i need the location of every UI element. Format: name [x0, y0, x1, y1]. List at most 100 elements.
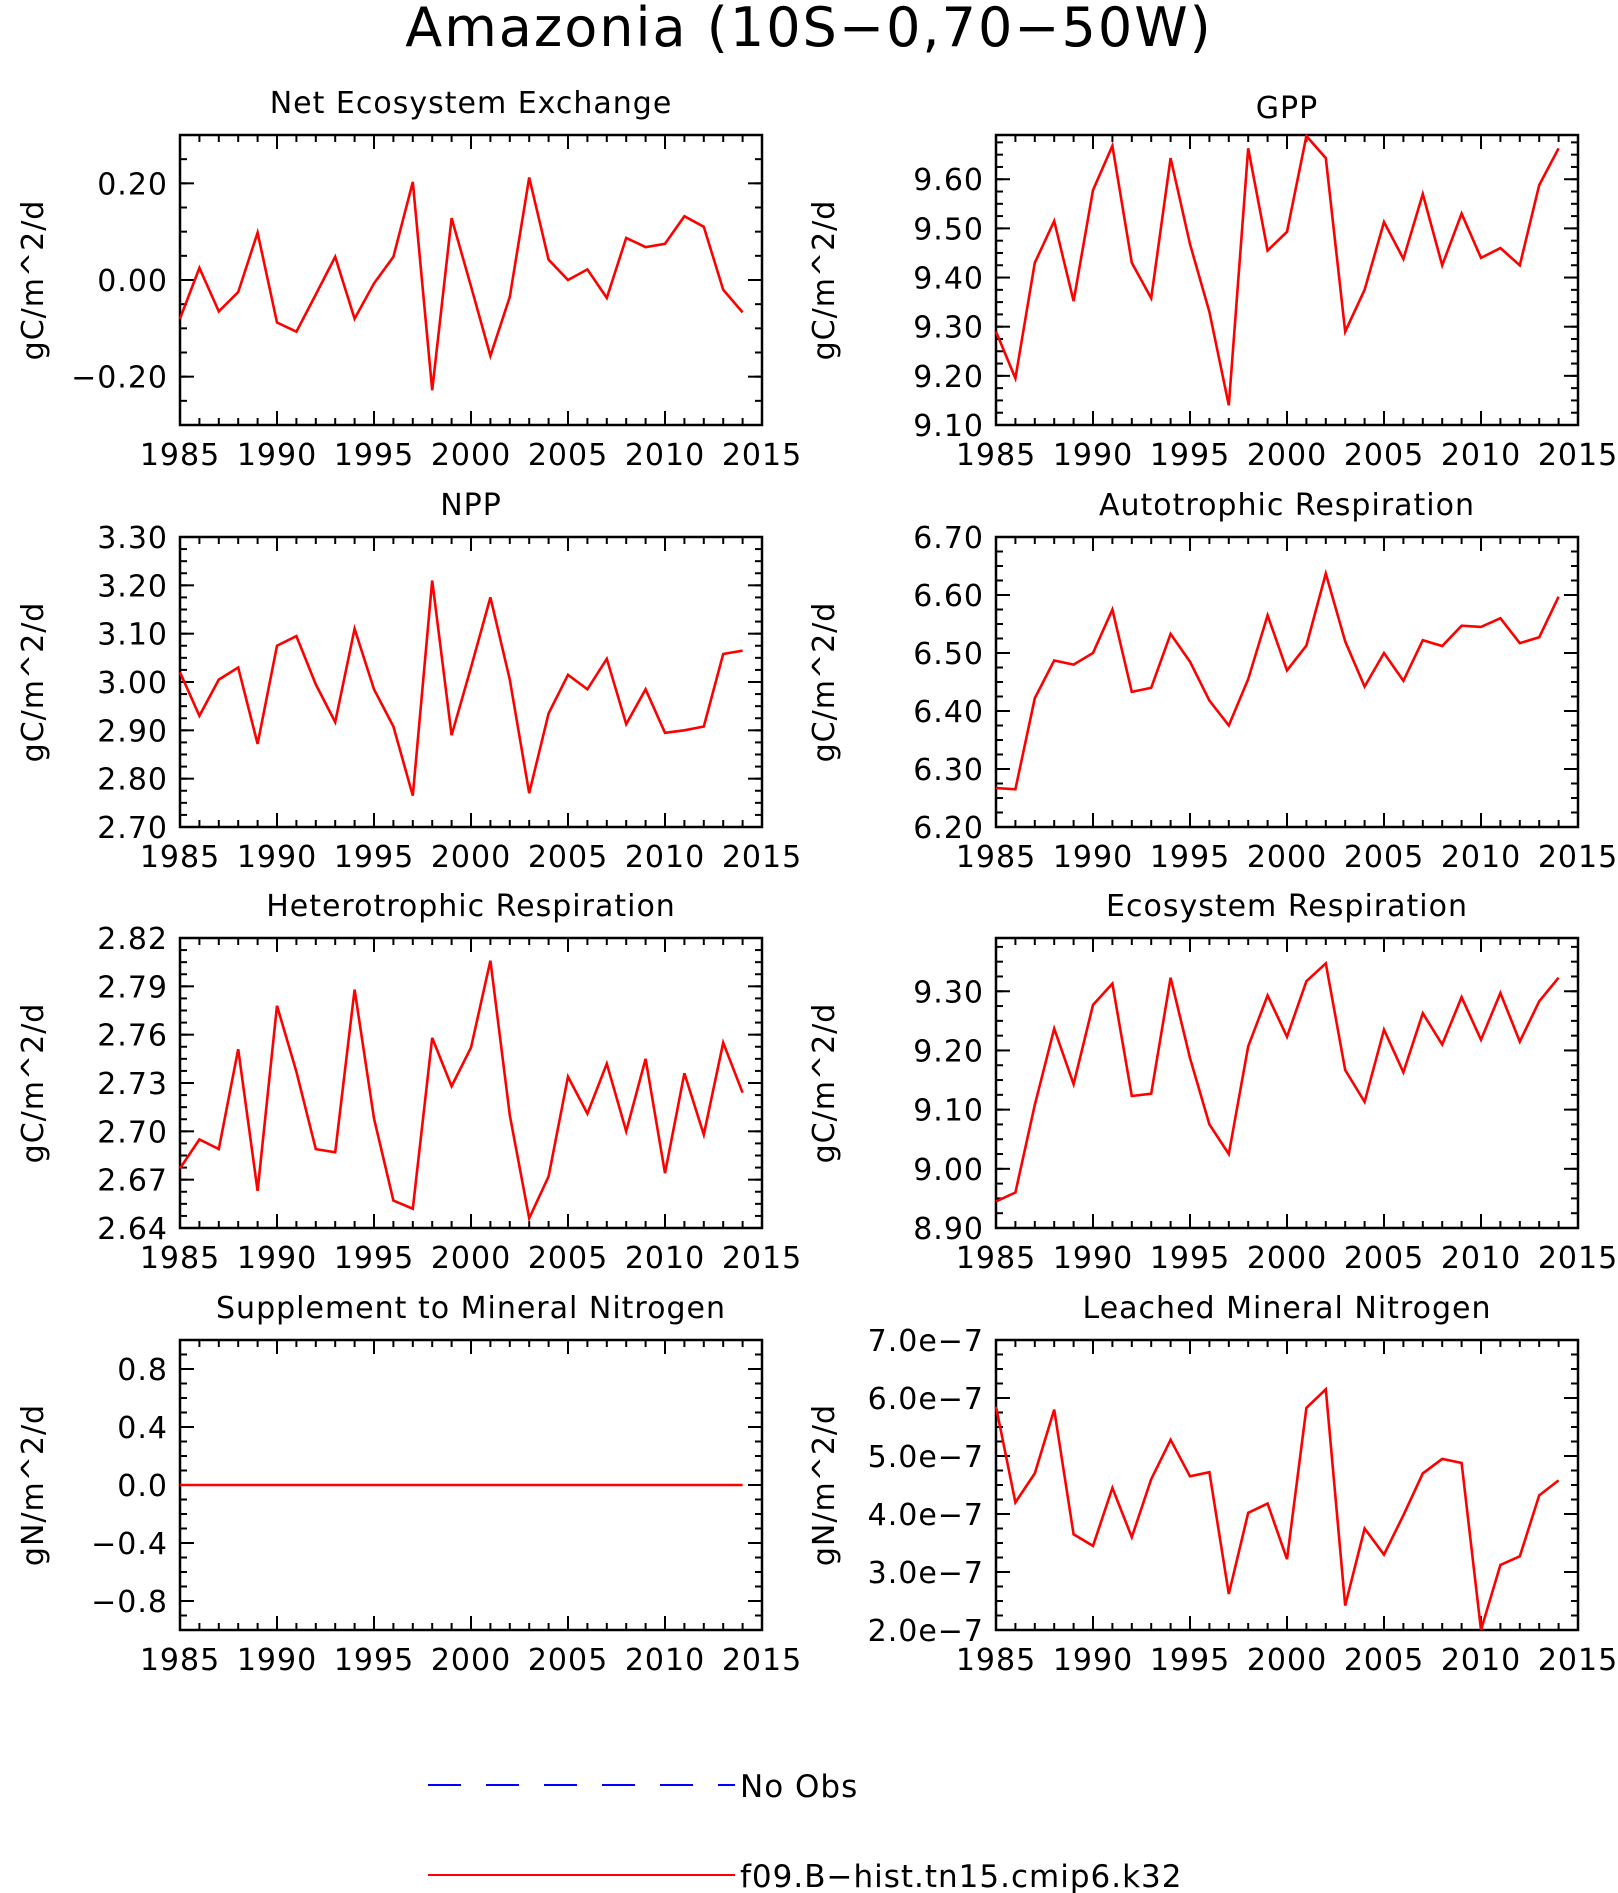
- x-tick-label: 2015: [722, 438, 802, 473]
- plot-frame: [178, 936, 764, 1230]
- y-tick-label: 2.70: [97, 811, 168, 846]
- plot-frame: [994, 535, 1580, 829]
- y-tick-label: 6.0e−7: [868, 1382, 984, 1417]
- series-line: [995, 568, 1560, 791]
- plot-frame: [994, 133, 1580, 427]
- x-tick-label: 2005: [1344, 438, 1424, 473]
- x-tick-label: 2005: [1344, 1241, 1424, 1276]
- panel-5: Heterotrophic Respiration 1985 1990 1995 200…: [16, 889, 802, 1276]
- y-tick-label: 9.60: [913, 163, 984, 198]
- y-tick-label: 6.60: [913, 579, 984, 614]
- x-tick-label: 2005: [528, 438, 608, 473]
- x-tick-label: 2015: [722, 1241, 802, 1276]
- y-axis-label: gC/m^2/d: [807, 200, 842, 361]
- y-axis-label: gC/m^2/d: [807, 1003, 842, 1164]
- y-tick-label: 2.90: [97, 714, 168, 749]
- x-tick-label: 2010: [1441, 840, 1521, 875]
- y-tick-label: 9.20: [913, 1034, 984, 1069]
- x-tick-label: 2005: [1344, 840, 1424, 875]
- x-tick-label: 1995: [334, 1643, 414, 1678]
- legend-model-label: f09.B−hist.tn15.cmip6.k32: [740, 1859, 1183, 1893]
- x-tick-label: 2010: [1441, 1643, 1521, 1678]
- y-tick-label: 9.00: [913, 1153, 984, 1188]
- y-tick-label: 2.70: [97, 1115, 168, 1150]
- y-axis-label: gC/m^2/d: [16, 602, 51, 763]
- x-tick-label: 1995: [1150, 1241, 1230, 1276]
- x-tick-label: 2005: [1344, 1643, 1424, 1678]
- y-tick-label: 2.82: [97, 922, 168, 957]
- y-tick-label: 2.73: [97, 1067, 168, 1102]
- x-tick-label: 1985: [956, 840, 1036, 875]
- panel-8: Leached Mineral Nitrogen 1985 1990 1995 2000…: [807, 1291, 1618, 1678]
- y-tick-label: 9.40: [913, 262, 984, 297]
- x-tick-label: 2015: [722, 840, 802, 875]
- x-tick-label: 1995: [334, 1241, 414, 1276]
- panel-title: GPP: [1256, 91, 1318, 126]
- y-tick-label: 2.76: [97, 1019, 168, 1054]
- panel-title: Heterotrophic Respiration: [266, 889, 676, 924]
- y-tick-label: 2.79: [97, 970, 168, 1005]
- series-line: [995, 960, 1560, 1203]
- x-tick-label: 1990: [237, 438, 317, 473]
- y-tick-label: 3.20: [97, 569, 168, 604]
- y-tick-label: −0.8: [91, 1585, 168, 1620]
- series-line: [994, 1386, 1560, 1631]
- plot-frame: [994, 1338, 1580, 1632]
- x-tick-label: 2010: [625, 438, 705, 473]
- y-tick-label: 6.30: [913, 753, 984, 788]
- x-tick-label: 2005: [528, 1241, 608, 1276]
- y-axis-label: gC/m^2/d: [16, 1003, 51, 1164]
- legend: No Obs f09.B−hist.tn15.cmip6.k32: [428, 1769, 1183, 1893]
- y-axis-label: gC/m^2/d: [16, 200, 51, 361]
- y-tick-label: 2.67: [97, 1164, 168, 1199]
- x-tick-label: 1985: [956, 1241, 1036, 1276]
- x-tick-label: 1985: [140, 840, 220, 875]
- plot-frame: [994, 936, 1580, 1230]
- x-tick-label: 2000: [1247, 1241, 1327, 1276]
- x-tick-label: 2010: [1441, 438, 1521, 473]
- panel-title: Supplement to Mineral Nitrogen: [216, 1291, 726, 1326]
- panel-title: Net Ecosystem Exchange: [270, 86, 673, 121]
- x-tick-label: 2005: [528, 1643, 608, 1678]
- y-tick-label: 4.0e−7: [868, 1498, 984, 1533]
- x-tick-label: 1990: [237, 1643, 317, 1678]
- y-tick-label: 0.20: [97, 167, 168, 202]
- x-tick-label: 2015: [722, 1643, 802, 1678]
- x-tick-label: 1990: [1053, 840, 1133, 875]
- x-tick-label: 2015: [1538, 840, 1618, 875]
- x-tick-label: 1995: [1150, 840, 1230, 875]
- y-tick-label: 6.40: [913, 695, 984, 730]
- y-tick-label: 2.64: [97, 1212, 168, 1247]
- x-tick-label: 2000: [431, 438, 511, 473]
- x-tick-label: 1990: [1053, 1643, 1133, 1678]
- y-tick-label: 0.4: [117, 1411, 168, 1446]
- x-tick-label: 1985: [140, 1643, 220, 1678]
- x-tick-label: 2000: [1247, 438, 1327, 473]
- x-tick-label: 2000: [431, 840, 511, 875]
- x-tick-label: 1995: [1150, 1643, 1230, 1678]
- panel-2: GPP 1985 1990 1995 2000 2005 2010 2015 9.10 9.20 9…: [807, 91, 1617, 473]
- y-tick-label: 2.80: [97, 763, 168, 798]
- y-axis-label: gN/m^2/d: [807, 1404, 842, 1566]
- x-tick-label: 1990: [1053, 438, 1133, 473]
- x-tick-label: 2010: [625, 840, 705, 875]
- x-tick-label: 1985: [140, 438, 220, 473]
- panel-title: Autotrophic Respiration: [1099, 488, 1475, 523]
- x-tick-label: 1990: [237, 840, 317, 875]
- y-axis-label: gC/m^2/d: [807, 602, 842, 763]
- y-tick-label: −0.20: [71, 361, 168, 396]
- x-tick-label: 2010: [625, 1241, 705, 1276]
- y-tick-label: 3.00: [97, 666, 168, 701]
- panel-4: Autotrophic Respiration 1985 1990 1995 2000 2…: [807, 488, 1618, 875]
- series-line: [178, 580, 743, 796]
- y-tick-label: 0.8: [117, 1353, 168, 1388]
- series-line: [178, 177, 744, 391]
- x-tick-label: 1990: [237, 1241, 317, 1276]
- y-tick-label: 6.50: [913, 637, 984, 672]
- panel-1: Net Ecosystem Exchange 1985 1990 1995 2000 20…: [16, 86, 802, 473]
- y-tick-label: 9.10: [913, 1094, 984, 1129]
- x-tick-label: 2015: [1538, 1643, 1618, 1678]
- y-tick-label: 3.30: [97, 521, 168, 556]
- x-tick-label: 2000: [431, 1241, 511, 1276]
- x-tick-label: 1995: [334, 438, 414, 473]
